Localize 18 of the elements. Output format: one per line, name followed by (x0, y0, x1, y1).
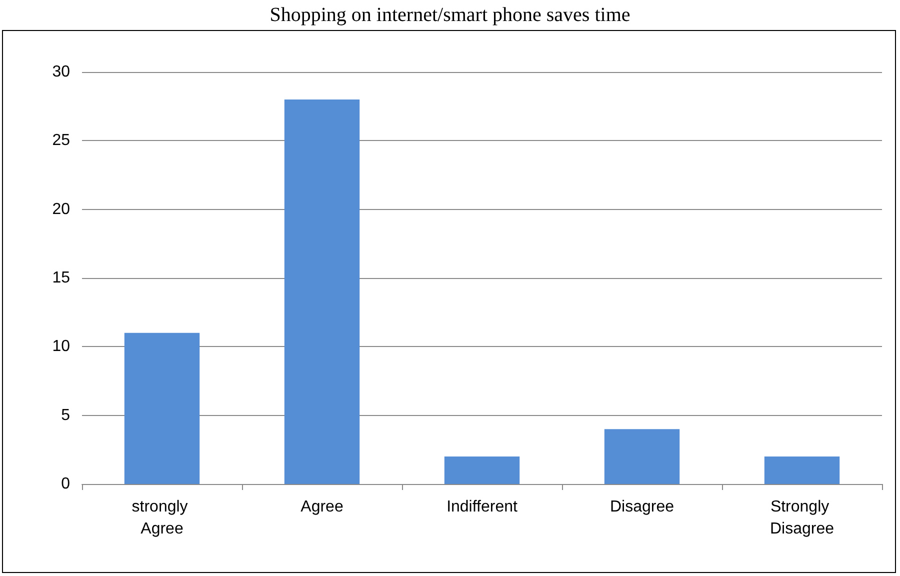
x-tick-label: Indifferent (446, 498, 518, 516)
y-tick-label: 25 (52, 132, 70, 150)
y-tick-label: 20 (52, 200, 70, 218)
x-tick-label: Strongly Disagree (770, 498, 834, 538)
y-tick-label: 10 (52, 338, 70, 356)
bar (284, 99, 360, 484)
x-tick-label: strongly Agree (132, 498, 192, 538)
y-tick-label: 0 (61, 476, 70, 492)
bar (764, 456, 840, 484)
bar (124, 332, 200, 484)
chart-title: Shopping on internet/smart phone saves time (270, 4, 630, 26)
bar (444, 456, 520, 484)
x-tick-label: Disagree (610, 498, 674, 516)
bar (604, 429, 680, 484)
y-tick-label: 15 (52, 270, 70, 286)
x-tick-label: Agree (300, 498, 344, 516)
y-tick-label: 30 (52, 64, 70, 80)
y-tick-label: 5 (61, 406, 70, 424)
